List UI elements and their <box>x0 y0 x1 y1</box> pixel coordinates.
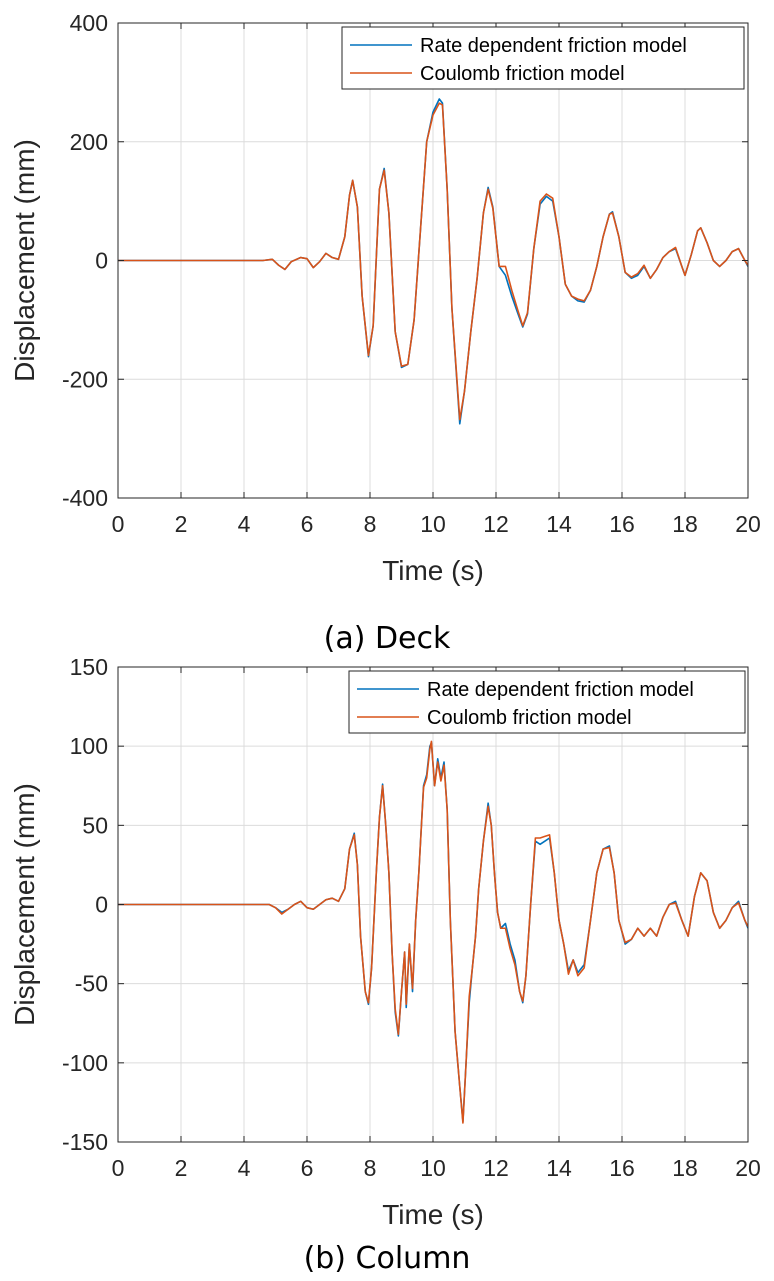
x-tick-label: 4 <box>238 511 251 537</box>
series-group <box>118 740 748 1124</box>
legend-box <box>341 26 745 90</box>
x-tick-label: 10 <box>420 1155 446 1181</box>
x-tick-label: 14 <box>546 511 572 537</box>
x-axis-title: Time (s) <box>382 1199 484 1230</box>
y-tick-label: -100 <box>62 1050 108 1076</box>
legend: Rate dependent friction model Coulomb fri… <box>348 670 746 734</box>
x-tick-label: 6 <box>301 511 314 537</box>
legend-label: Coulomb friction model <box>427 707 632 729</box>
figure-caption: (b) Column <box>304 1241 471 1276</box>
series-group <box>118 98 748 425</box>
x-tick-label: 10 <box>420 511 446 537</box>
legend-box <box>348 670 746 734</box>
x-tick-label: 18 <box>672 1155 698 1181</box>
x-tick-label: 8 <box>364 1155 377 1181</box>
x-tick-label: 18 <box>672 511 698 537</box>
y-tick-label: 150 <box>70 654 108 680</box>
y-tick-label: -150 <box>62 1129 108 1155</box>
y-axis-title: Displacement (mm) <box>9 139 40 382</box>
y-tick-label: -400 <box>62 485 108 511</box>
x-tick-label: 14 <box>546 1155 572 1181</box>
x-tick-label: 0 <box>112 1155 125 1181</box>
x-axis-title: Time (s) <box>382 555 484 586</box>
series-line-coulomb <box>118 740 748 1124</box>
series-line-coulomb <box>118 102 748 421</box>
legend-label: Rate dependent friction model <box>427 679 694 701</box>
x-tick-label: 16 <box>609 511 635 537</box>
x-tick-label: 0 <box>112 511 125 537</box>
figure-caption: (a) Deck <box>324 621 451 656</box>
x-tick-label: 2 <box>175 1155 188 1181</box>
x-tick-label: 16 <box>609 1155 635 1181</box>
x-tick-label: 12 <box>483 511 509 537</box>
legend: Rate dependent friction model Coulomb fri… <box>341 26 745 90</box>
x-tick-label: 8 <box>364 511 377 537</box>
x-tick-label: 12 <box>483 1155 509 1181</box>
chart-0: 0 2 4 6 8 10 12 14 16 18 20 -400 -200 0 200 400 Time (s)… <box>9 10 761 656</box>
y-tick-label: 100 <box>70 733 108 759</box>
x-tick-label: 20 <box>735 511 761 537</box>
legend-label: Coulomb friction model <box>420 63 625 85</box>
y-tick-label: 0 <box>95 892 108 918</box>
y-tick-label: 200 <box>70 129 108 155</box>
y-tick-label: -50 <box>75 971 108 997</box>
y-tick-label: 400 <box>70 10 108 36</box>
legend-label: Rate dependent friction model <box>420 35 687 57</box>
y-axis-title: Displacement (mm) <box>9 783 40 1026</box>
x-tick-label: 2 <box>175 511 188 537</box>
x-tick-label: 6 <box>301 1155 314 1181</box>
chart-1: 0 2 4 6 8 10 12 14 16 18 20 -150 -100 -50 0 50 100 150 Tim… <box>9 654 761 1276</box>
x-tick-label: 4 <box>238 1155 251 1181</box>
y-tick-label: 50 <box>82 812 108 838</box>
y-tick-label: -200 <box>62 366 108 392</box>
x-tick-label: 20 <box>735 1155 761 1181</box>
y-tick-label: 0 <box>95 248 108 274</box>
